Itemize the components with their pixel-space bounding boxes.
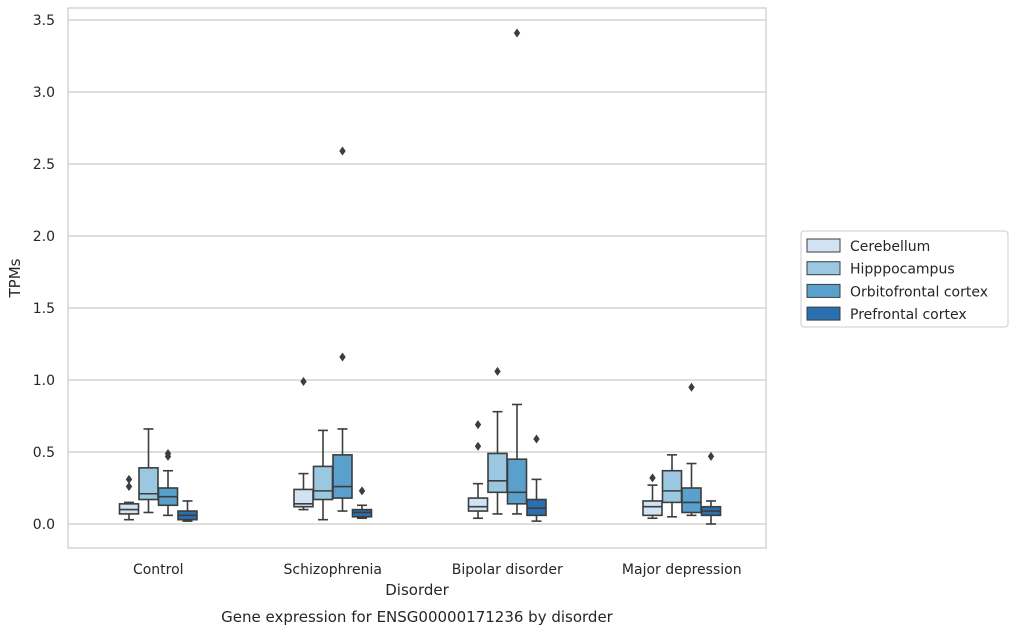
outlier-point bbox=[688, 382, 695, 392]
y-tick-label: 1.5 bbox=[33, 301, 55, 317]
legend-label: Cerebellum bbox=[850, 239, 930, 255]
box-iqr bbox=[138, 467, 159, 501]
box-prefrontal-cortex bbox=[526, 434, 547, 522]
outlier-point bbox=[125, 474, 133, 484]
box-orbitofrontal-cortex bbox=[332, 146, 353, 512]
legend-swatch bbox=[806, 283, 841, 298]
box-hipppocampus bbox=[312, 429, 334, 521]
legend-swatch bbox=[806, 306, 841, 321]
box-prefrontal-cortex bbox=[700, 451, 722, 525]
y-tick-label: 0.0 bbox=[33, 517, 55, 533]
y-axis-label: TPMs bbox=[6, 258, 24, 298]
box-iqr bbox=[332, 454, 353, 499]
outlier-point bbox=[339, 146, 346, 156]
box-orbitofrontal-cortex bbox=[506, 28, 528, 515]
box-prefrontal-cortex bbox=[177, 500, 198, 522]
legend-frame bbox=[800, 230, 1009, 328]
box-iqr bbox=[312, 465, 334, 501]
box-cerebellum bbox=[293, 376, 314, 511]
box-cerebellum bbox=[467, 420, 489, 520]
box-iqr bbox=[661, 469, 683, 504]
box-iqr bbox=[467, 497, 489, 512]
box-hipppocampus bbox=[661, 454, 683, 518]
outlier-point bbox=[474, 420, 482, 430]
box-orbitofrontal-cortex bbox=[157, 448, 179, 517]
outlier-point bbox=[649, 473, 656, 483]
box-orbitofrontal-cortex bbox=[681, 382, 702, 517]
box-cerebellum bbox=[642, 473, 663, 520]
y-tick-label: 0.5 bbox=[33, 445, 55, 461]
outlier-point bbox=[164, 448, 172, 458]
y-tick-label: 2.0 bbox=[33, 229, 55, 245]
outlier-point bbox=[358, 486, 366, 496]
y-axis-ticks: 0.0 0.5 1.0 1.5 2.0 2.5 3.0 3.5 bbox=[33, 13, 55, 533]
boxes bbox=[118, 28, 722, 525]
y-tick-label: 3.5 bbox=[33, 13, 55, 29]
x-axis-ticks: Control Schizophrenia Bipolar disorder Majo… bbox=[133, 562, 742, 578]
gridlines bbox=[68, 19, 766, 525]
outlier-point bbox=[125, 482, 133, 492]
y-tick-label: 3.0 bbox=[33, 85, 55, 101]
box-hipppocampus bbox=[487, 366, 508, 515]
x-axis-label: Disorder bbox=[385, 581, 449, 599]
x-tick-label: Control bbox=[133, 562, 184, 578]
legend: Cerebellum Hipppocampus Orbitofrontal cort… bbox=[800, 230, 1009, 328]
legend-swatch bbox=[806, 261, 841, 276]
outlier-point bbox=[300, 376, 307, 386]
x-tick-label: Major depression bbox=[622, 562, 742, 578]
y-tick-label: 1.0 bbox=[33, 373, 55, 389]
x-tick-label: Bipolar disorder bbox=[452, 562, 563, 578]
outlier-point bbox=[533, 434, 540, 444]
box-iqr bbox=[487, 452, 508, 494]
plot-frame bbox=[67, 7, 767, 549]
outlier-point bbox=[513, 28, 521, 38]
y-tick-label: 2.5 bbox=[33, 157, 55, 173]
legend-label: Orbitofrontal cortex bbox=[850, 284, 988, 300]
box-prefrontal-cortex bbox=[351, 486, 373, 520]
x-tick-label: Schizophrenia bbox=[284, 562, 382, 578]
figure-caption: Gene expression for ENSG00000171236 by d… bbox=[221, 608, 614, 626]
box-iqr bbox=[506, 458, 528, 505]
box-cerebellum bbox=[118, 474, 140, 521]
outlier-point bbox=[339, 352, 346, 362]
legend-label: Prefrontal cortex bbox=[850, 307, 967, 323]
outlier-point bbox=[494, 366, 501, 376]
legend-swatch bbox=[806, 238, 841, 253]
box-iqr bbox=[642, 500, 663, 517]
box-hipppocampus bbox=[138, 428, 159, 514]
outlier-point bbox=[707, 451, 715, 461]
outlier-point bbox=[474, 441, 482, 451]
box-iqr bbox=[681, 487, 702, 514]
legend-label: Hipppocampus bbox=[850, 262, 955, 278]
